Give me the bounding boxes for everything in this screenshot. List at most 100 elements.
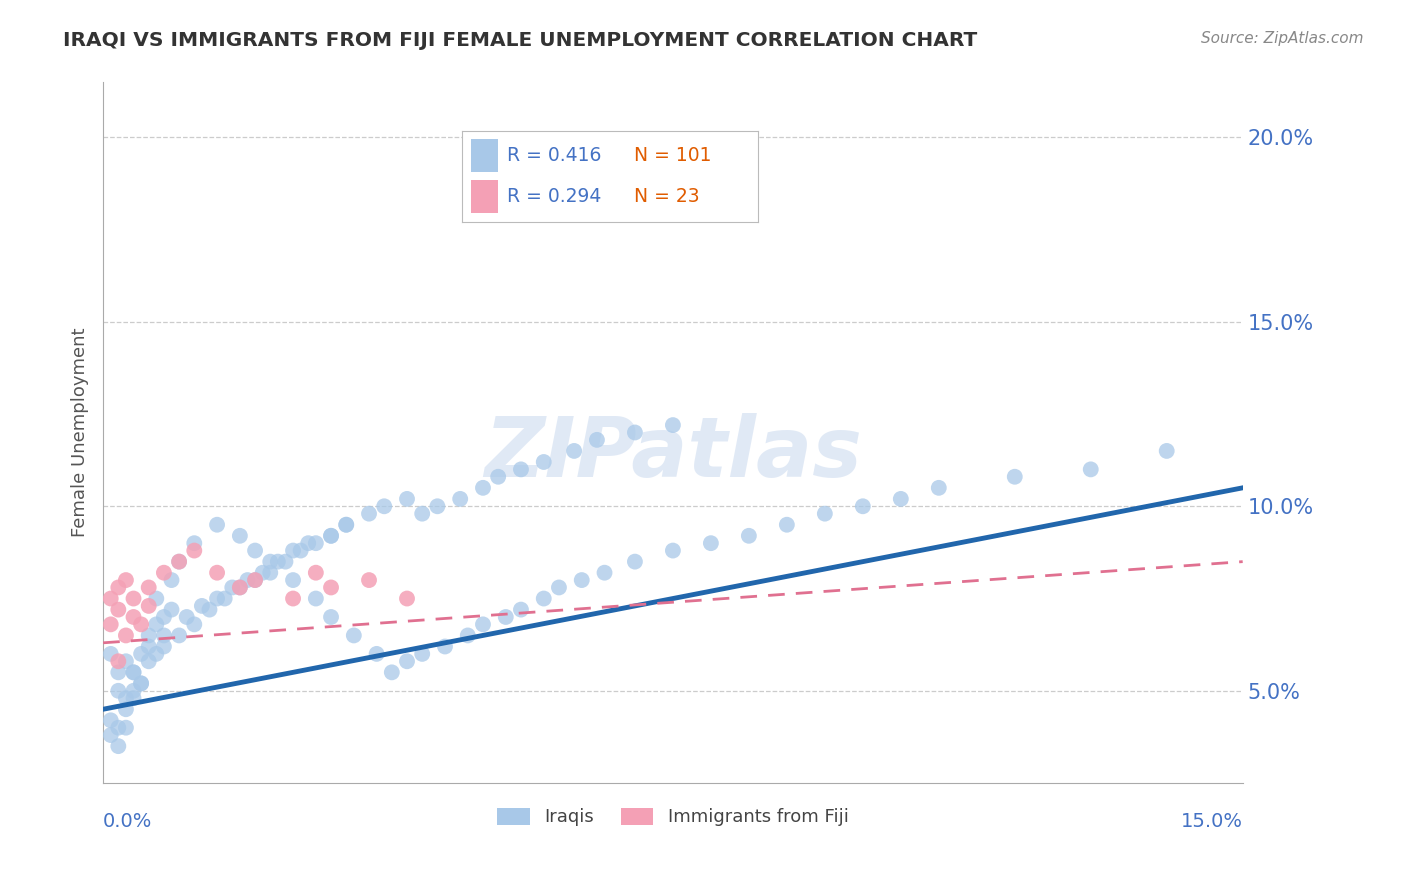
- Text: 0.0%: 0.0%: [103, 813, 152, 831]
- Point: [115, 702, 138, 716]
- Legend: Iraqis, Immigrants from Fiji: Iraqis, Immigrants from Fiji: [489, 800, 856, 834]
- Point: [183, 543, 205, 558]
- Point: [205, 566, 228, 580]
- Point: [145, 647, 167, 661]
- Point: [115, 654, 138, 668]
- Point: [395, 591, 418, 606]
- Point: [700, 536, 723, 550]
- Point: [593, 566, 616, 580]
- Point: [357, 573, 380, 587]
- Point: [183, 536, 205, 550]
- Point: [305, 566, 328, 580]
- Point: [252, 566, 274, 580]
- Point: [1004, 469, 1026, 483]
- Point: [122, 683, 145, 698]
- Point: [100, 647, 122, 661]
- Point: [814, 507, 837, 521]
- Point: [738, 529, 761, 543]
- Point: [122, 665, 145, 680]
- Point: [357, 507, 380, 521]
- Point: [586, 433, 609, 447]
- Point: [107, 654, 129, 668]
- Point: [183, 617, 205, 632]
- Point: [510, 602, 533, 616]
- Point: [122, 665, 145, 680]
- Point: [115, 691, 138, 706]
- Point: [243, 543, 266, 558]
- Point: [176, 610, 198, 624]
- Point: [1156, 444, 1178, 458]
- Point: [426, 500, 449, 514]
- Point: [335, 517, 357, 532]
- Point: [167, 555, 190, 569]
- Point: [167, 628, 190, 642]
- Text: IRAQI VS IMMIGRANTS FROM FIJI FEMALE UNEMPLOYMENT CORRELATION CHART: IRAQI VS IMMIGRANTS FROM FIJI FEMALE UNE…: [63, 31, 977, 50]
- Point: [205, 517, 228, 532]
- Point: [510, 462, 533, 476]
- Point: [381, 665, 404, 680]
- Point: [297, 536, 319, 550]
- Point: [662, 418, 685, 433]
- Point: [281, 543, 304, 558]
- Point: [472, 481, 495, 495]
- Point: [1080, 462, 1102, 476]
- Point: [221, 581, 243, 595]
- Point: [662, 543, 685, 558]
- Point: [305, 591, 328, 606]
- Point: [449, 491, 471, 506]
- Point: [122, 691, 145, 706]
- Point: [129, 676, 152, 690]
- Point: [100, 617, 122, 632]
- Point: [411, 647, 433, 661]
- Point: [229, 581, 252, 595]
- Point: [160, 573, 183, 587]
- Point: [153, 610, 176, 624]
- Point: [107, 581, 129, 595]
- Point: [305, 536, 328, 550]
- Point: [624, 425, 647, 440]
- Point: [624, 555, 647, 569]
- Point: [138, 628, 160, 642]
- Point: [274, 555, 297, 569]
- Point: [100, 591, 122, 606]
- Point: [153, 640, 176, 654]
- Point: [259, 566, 281, 580]
- Point: [495, 610, 517, 624]
- Text: 15.0%: 15.0%: [1181, 813, 1243, 831]
- Point: [129, 676, 152, 690]
- Point: [145, 617, 167, 632]
- Point: [129, 647, 152, 661]
- Point: [115, 573, 138, 587]
- Point: [198, 602, 221, 616]
- Point: [115, 721, 138, 735]
- Point: [129, 617, 152, 632]
- Point: [107, 602, 129, 616]
- Point: [395, 654, 418, 668]
- Point: [191, 599, 214, 613]
- Point: [343, 628, 366, 642]
- Point: [852, 500, 875, 514]
- Point: [107, 739, 129, 753]
- Point: [395, 491, 418, 506]
- Point: [411, 507, 433, 521]
- Point: [319, 610, 342, 624]
- Point: [928, 481, 950, 495]
- Point: [107, 683, 129, 698]
- Point: [122, 610, 145, 624]
- Point: [107, 665, 129, 680]
- Point: [100, 728, 122, 742]
- Point: [229, 529, 252, 543]
- Point: [214, 591, 236, 606]
- Point: [267, 555, 290, 569]
- Point: [115, 628, 138, 642]
- Point: [229, 581, 252, 595]
- Point: [319, 581, 342, 595]
- Point: [571, 573, 593, 587]
- Point: [548, 581, 571, 595]
- Point: [486, 469, 509, 483]
- Point: [138, 654, 160, 668]
- Point: [281, 573, 304, 587]
- Point: [373, 500, 395, 514]
- Point: [533, 591, 555, 606]
- Point: [100, 714, 122, 728]
